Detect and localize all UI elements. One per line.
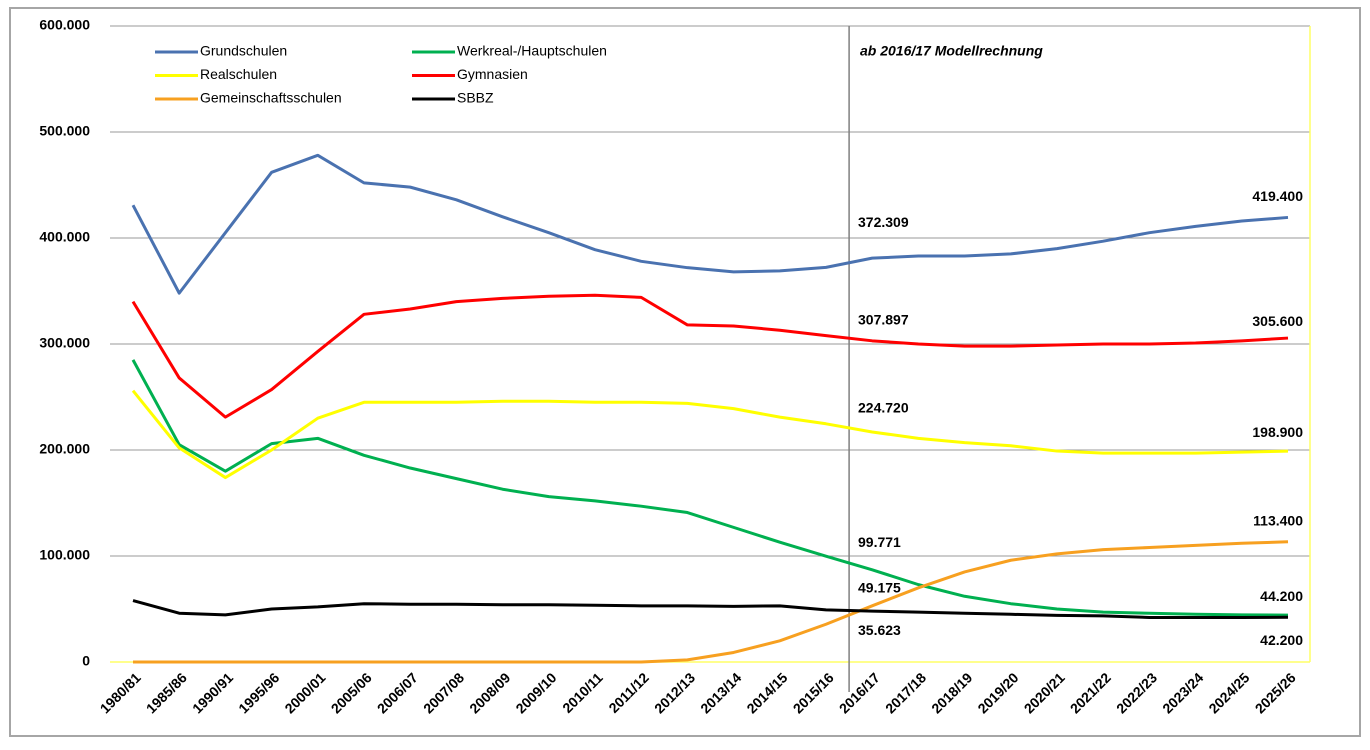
data-label: 198.900 — [1252, 424, 1303, 440]
y-tick-label: 200.000 — [39, 441, 90, 457]
y-tick-label: 100.000 — [39, 547, 90, 563]
legend-label: Gemeinschaftsschulen — [200, 90, 342, 106]
data-label: 35.623 — [858, 622, 901, 638]
legend-label: SBBZ — [457, 90, 494, 106]
chart-frame — [9, 7, 1361, 737]
series-line — [132, 599, 1289, 619]
data-label: 44.200 — [1260, 588, 1303, 604]
y-tick-label: 400.000 — [39, 229, 90, 245]
data-label: 372.309 — [858, 214, 909, 230]
series-line — [133, 540, 1289, 664]
annotation: ab 2016/17 Modellrechnung — [860, 43, 1043, 59]
data-label: 49.175 — [858, 580, 901, 596]
series-line — [131, 359, 1289, 617]
data-label: 224.720 — [858, 399, 909, 415]
series-line — [131, 153, 1289, 295]
y-tick-label: 600.000 — [39, 17, 90, 33]
legend-label: Werkreal-/Hauptschulen — [457, 43, 607, 59]
data-label: 42.200 — [1260, 632, 1303, 648]
legend-label: Realschulen — [200, 66, 277, 82]
data-label: 113.400 — [1253, 512, 1303, 528]
data-label: 307.897 — [858, 311, 909, 327]
legend-label: Gymnasien — [457, 66, 528, 82]
data-label: 419.400 — [1252, 188, 1303, 204]
legend-label: Grundschulen — [200, 43, 287, 59]
y-tick-label: 500.000 — [39, 123, 90, 139]
data-label: 99.771 — [858, 534, 901, 550]
y-tick-label: 0 — [82, 653, 90, 669]
series-line — [131, 389, 1289, 480]
y-tick-label: 300.000 — [39, 335, 90, 351]
data-label: 305.600 — [1252, 313, 1303, 329]
series-line — [131, 293, 1289, 419]
